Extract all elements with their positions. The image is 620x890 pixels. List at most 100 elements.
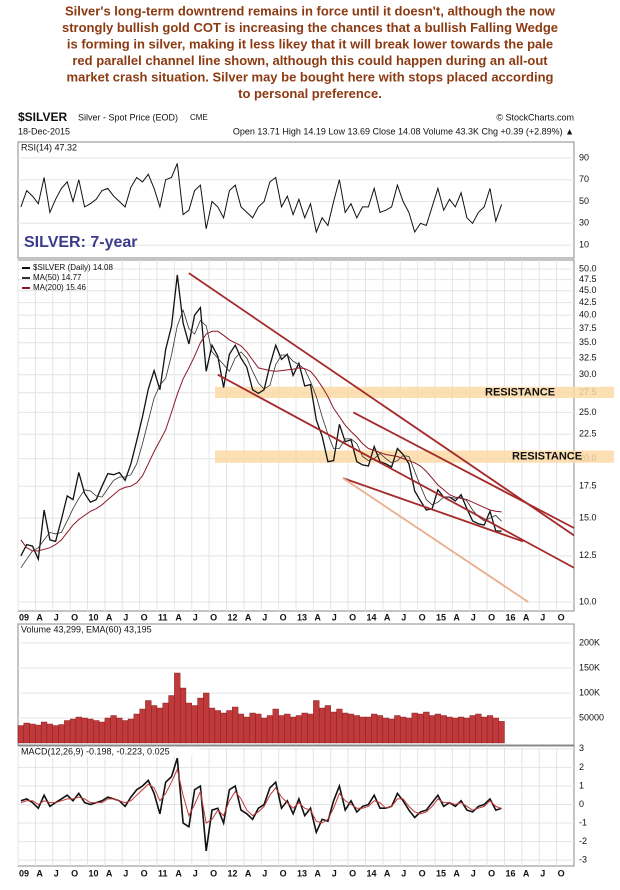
x-tick-label: 16 — [506, 612, 516, 622]
series-line — [20, 274, 502, 562]
title-bg — [19, 143, 199, 153]
x-tick-label: J — [471, 868, 476, 878]
volume-bar — [35, 724, 42, 744]
x-tick-label: 10 — [89, 868, 99, 878]
panel-title: MACD(12,26,9) -0.198, -0.223, 0.025 — [21, 746, 170, 756]
volume-bar — [151, 705, 158, 744]
y-tick-label: 70 — [579, 174, 589, 184]
volume-bar — [255, 713, 262, 744]
x-tick-label: A — [523, 612, 530, 622]
x-tick-label: A — [106, 612, 113, 622]
x-tick-label: A — [36, 868, 43, 878]
volume-bar — [203, 692, 210, 744]
volume-bar — [46, 723, 53, 744]
volume-bar — [434, 713, 441, 744]
y-tick-label: 200K — [579, 637, 600, 647]
commentary-line: is forming in silver, making it less lik… — [67, 36, 553, 51]
volume-bar — [313, 700, 320, 744]
volume-bar — [347, 713, 355, 744]
x-tick-label: 15 — [436, 868, 446, 878]
x-tick-label: O — [558, 868, 565, 878]
x-tick-label: J — [54, 612, 59, 622]
y-tick-label: 30 — [579, 218, 589, 228]
volume-bar — [87, 718, 94, 744]
x-tick-label: 12 — [228, 612, 238, 622]
volume-bar — [104, 717, 111, 744]
x-tick-label: J — [540, 868, 545, 878]
volume-bar — [208, 707, 216, 744]
legend-label: MA(50) 14.77 — [33, 273, 82, 282]
volume-bar — [162, 702, 169, 744]
y-tick-label: 47.5 — [579, 274, 597, 284]
y-tick-label: 22.5 — [579, 429, 597, 439]
x-tick-label: 13 — [297, 868, 307, 878]
volume-bar — [481, 716, 488, 744]
y-tick-label: 50.0 — [579, 263, 597, 273]
volume-bar — [463, 717, 470, 744]
volume-bar — [492, 717, 499, 744]
volume-bar — [197, 697, 204, 744]
y-tick-label: 40.0 — [579, 310, 597, 320]
x-tick-label: 09 — [19, 612, 29, 622]
x-tick-label: 09 — [19, 868, 29, 878]
y-tick-label: 10 — [579, 239, 589, 249]
volume-bar — [446, 716, 453, 744]
y-tick-label: 42.5 — [579, 297, 597, 307]
volume-bar — [220, 712, 227, 744]
volume-bar — [133, 713, 140, 744]
x-tick-label: A — [245, 868, 252, 878]
volume-bar — [318, 707, 326, 744]
volume-bar — [127, 718, 135, 744]
x-tick-label: O — [280, 868, 287, 878]
volume-bar — [110, 715, 117, 744]
x-tick-label: J — [123, 868, 128, 878]
series-line — [20, 308, 502, 569]
x-tick-label: O — [419, 612, 426, 622]
volume-bar — [336, 708, 343, 744]
volume-bar — [168, 695, 175, 744]
y-tick-label: -2 — [579, 836, 587, 846]
trendline — [188, 272, 575, 537]
volume-bar — [272, 708, 279, 744]
volume-bar — [69, 718, 77, 744]
x-tick-label: 14 — [367, 868, 377, 878]
y-tick-label: 35.0 — [579, 337, 597, 347]
volume-bar — [423, 711, 430, 744]
y-tick-label: 50 — [579, 196, 589, 206]
x-tick-label: O — [280, 612, 287, 622]
commentary-line: to personal preference. — [238, 86, 382, 101]
volume-bar — [64, 720, 71, 744]
volume-bar — [429, 715, 436, 744]
volume-bar — [278, 715, 285, 744]
resistance-band — [215, 450, 614, 463]
volume-bar — [411, 712, 418, 744]
y-tick-label: 25.0 — [579, 407, 597, 417]
volume-bar — [261, 717, 268, 744]
volume-bar — [417, 713, 424, 744]
band-label: RESISTANCE — [485, 386, 555, 398]
x-tick-label: 12 — [228, 868, 238, 878]
volume-bar — [174, 672, 181, 744]
volume-bar — [475, 713, 482, 744]
trendline — [217, 373, 575, 569]
volume-bar — [266, 715, 274, 744]
x-tick-label: J — [401, 612, 406, 622]
x-tick-label: O — [141, 612, 148, 622]
y-tick-label: 150K — [579, 662, 600, 672]
volume-bar — [457, 716, 465, 744]
y-tick-label: 10.0 — [579, 596, 597, 606]
x-tick-label: J — [471, 612, 476, 622]
y-tick-label: -3 — [579, 855, 587, 865]
volume-bar — [342, 712, 349, 744]
volume-bar — [382, 717, 389, 744]
x-tick-label: A — [175, 612, 182, 622]
y-tick-label: 100K — [579, 687, 600, 697]
volume-bar — [75, 716, 82, 744]
x-tick-label: 16 — [506, 868, 516, 878]
y-tick-label: 12.5 — [579, 550, 597, 560]
instrument-name: Silver - Spot Price (EOD) — [78, 112, 178, 122]
x-tick-label: J — [332, 868, 337, 878]
y-tick-label: 50000 — [579, 712, 604, 722]
x-tick-label: J — [123, 612, 128, 622]
